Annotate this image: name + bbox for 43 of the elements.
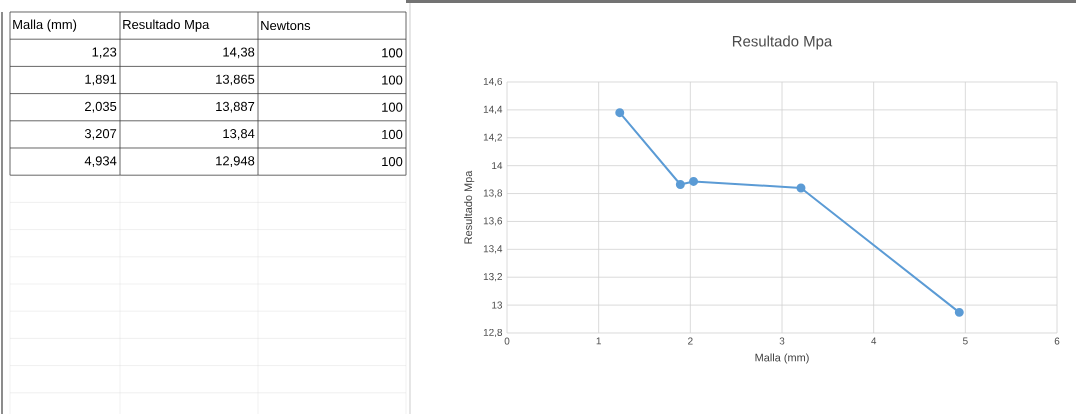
text: 13,865 <box>216 74 255 86</box>
y-tick-label: 13,6 <box>483 217 503 226</box>
x-tick-label: 2 <box>688 337 693 345</box>
y-tick-label: 13 <box>492 301 503 309</box>
y-tick-label: 14,2 <box>483 133 502 142</box>
text: 14,38 <box>223 47 255 59</box>
x-tick-label: 0 <box>504 337 510 345</box>
text: 13,887 <box>216 101 255 113</box>
text: 100 <box>382 157 403 167</box>
text: 100 <box>382 75 403 85</box>
point <box>954 307 964 317</box>
text: 100 <box>382 102 403 112</box>
point <box>796 183 806 193</box>
text: Resultado Mpa <box>123 19 210 32</box>
text: 4,934 <box>84 156 117 167</box>
x-tick-label: 3 <box>779 337 785 345</box>
text: Malla (mm) <box>13 19 77 32</box>
chart-title: Resultado Mpa <box>732 35 833 50</box>
text: Newtons <box>261 21 311 31</box>
y-tick-label: 13,8 <box>483 189 503 198</box>
text: 1,891 <box>85 74 117 86</box>
x-tick-label: 4 <box>871 337 877 345</box>
text: 3,207 <box>84 129 117 140</box>
text: 13,84 <box>223 129 255 140</box>
text: 100 <box>382 129 403 139</box>
y-tick-label: 14,4 <box>483 105 503 114</box>
x-tick-label: 5 <box>962 337 968 345</box>
x-tick-label: 1 <box>596 337 601 345</box>
y-tick-label: 14,6 <box>483 77 503 87</box>
text: 100 <box>382 48 403 58</box>
y-tick-label: 12,8 <box>483 328 503 338</box>
text: 12,948 <box>216 156 255 167</box>
point <box>615 108 625 118</box>
text: 2,035 <box>85 101 117 113</box>
x-tick-label: 6 <box>1054 337 1060 345</box>
y-tick-label: 14 <box>492 162 503 170</box>
point <box>675 180 685 189</box>
x-axis-title: Malla (mm) <box>755 353 809 364</box>
y-tick-label: 13,4 <box>483 245 503 254</box>
y-tick-label: 13,2 <box>483 273 502 282</box>
text: 1,23 <box>92 47 117 59</box>
y-axis-title: Resultado Mpa <box>464 170 475 244</box>
point <box>689 176 699 186</box>
